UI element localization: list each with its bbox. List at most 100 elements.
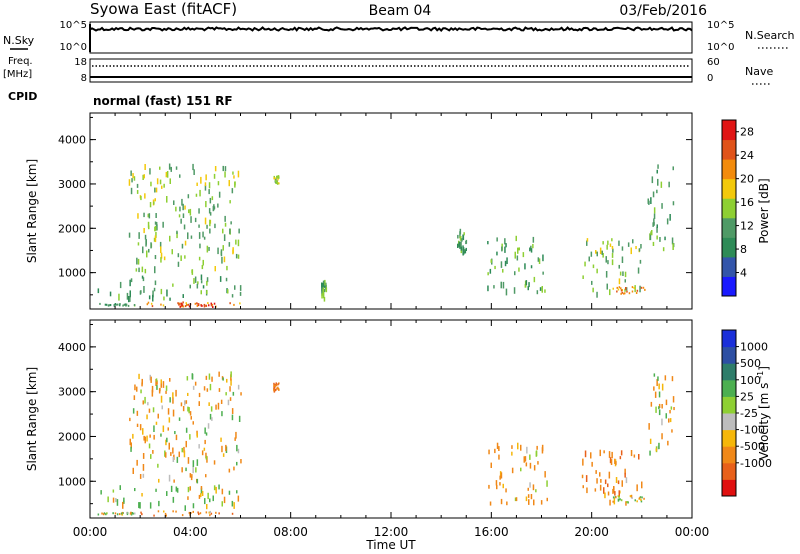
power-cell: [162, 304, 165, 307]
velocity-cell: [168, 417, 171, 423]
power-cell: [669, 214, 671, 221]
power-cell: [160, 246, 162, 253]
velocity-cell: [657, 376, 659, 381]
velocity-cell: [215, 486, 217, 494]
velocity-cell: [641, 496, 643, 499]
power-cell: [184, 205, 186, 210]
power-cell: [323, 288, 326, 293]
velocity-cell: [273, 385, 275, 387]
power-cell: [146, 303, 149, 306]
velocity-cell: [172, 392, 174, 398]
power-cell: [117, 303, 119, 306]
power-cell: [518, 267, 520, 272]
velocity-cell: [488, 484, 490, 489]
velocity-cell: [273, 389, 275, 392]
velocity-cell: [164, 512, 167, 515]
power-cell: [631, 286, 634, 289]
velocity-cell: [144, 436, 146, 444]
power-data-layer: [97, 163, 675, 308]
velocity-colorbar-tick-label: -100: [740, 424, 765, 437]
power-cell: [104, 303, 107, 306]
power-cell: [460, 246, 462, 251]
power-cell: [211, 196, 214, 201]
velocity-cell: [168, 474, 171, 482]
power-cell: [221, 256, 223, 264]
velocity-cell: [237, 495, 240, 502]
velocity-cell: [141, 493, 143, 497]
velocity-cell: [277, 386, 279, 389]
velocity-colorbar-tick-label: -1000: [740, 457, 772, 470]
velocity-cell: [209, 413, 212, 420]
power-cell: [160, 257, 162, 263]
velocity-colorbar-swatch: [722, 346, 736, 364]
velocity-cell: [116, 513, 119, 516]
velocity-cell: [610, 459, 613, 465]
freq-unit-label: [MHz]: [3, 69, 32, 80]
velocity-cell: [163, 510, 165, 513]
power-cell: [202, 259, 204, 266]
velocity-cell: [172, 397, 174, 404]
power-cell: [114, 303, 117, 305]
power-cell: [273, 175, 275, 178]
velocity-cell: [162, 425, 165, 432]
power-cell: [459, 235, 462, 240]
power-cell: [141, 266, 144, 273]
power-cell: [536, 290, 539, 295]
power-cell: [209, 212, 212, 216]
power-cell: [542, 254, 544, 262]
power-cell: [206, 277, 209, 283]
power-cell: [650, 231, 652, 235]
velocity-cell: [629, 495, 632, 498]
power-cell: [462, 245, 464, 251]
power-cell: [501, 246, 503, 252]
velocity-cell: [231, 414, 234, 421]
velocity-cell: [205, 375, 208, 380]
velocity-cell: [162, 381, 165, 388]
nave-tick-low: 0: [707, 73, 713, 84]
power-cell: [672, 243, 674, 250]
power-cell: [180, 304, 182, 307]
power-cell: [138, 232, 140, 239]
velocity-cell: [196, 459, 199, 466]
power-cell: [611, 252, 614, 258]
power-cell: [181, 304, 184, 307]
velocity-cell: [226, 378, 228, 383]
velocity-cell: [129, 438, 131, 446]
velocity-cell: [494, 448, 496, 454]
power-cell: [229, 200, 231, 204]
velocity-cell: [599, 449, 601, 457]
power-cell: [217, 247, 219, 255]
velocity-cell: [134, 384, 136, 391]
velocity-colorbar-swatch: [722, 462, 736, 480]
velocity-cell: [643, 497, 645, 500]
power-cell: [109, 304, 112, 307]
velocity-cell: [590, 452, 592, 459]
power-cell: [460, 241, 462, 247]
velocity-cell: [132, 433, 134, 439]
power-cell: [206, 290, 208, 294]
power-cell: [605, 256, 607, 263]
velocity-cell: [210, 406, 213, 412]
power-cell: [590, 251, 593, 257]
velocity-cell: [533, 499, 535, 506]
power-cell: [210, 302, 212, 305]
power-cell: [154, 255, 157, 260]
power-cell: [532, 244, 534, 249]
velocity-cell: [139, 502, 141, 509]
velocity-cell: [615, 461, 617, 465]
velocity-cell: [611, 451, 613, 459]
velocity-cell: [514, 497, 517, 502]
power-cell: [237, 170, 240, 178]
velocity-cell: [160, 395, 163, 403]
power-cell: [133, 176, 136, 181]
velocity-axes: 1000 2000 3000 4000: [58, 320, 693, 518]
power-cell: [661, 203, 663, 209]
velocity-cell: [665, 399, 668, 406]
velocity-ylabel: Slant Range [km]: [25, 367, 39, 471]
velocity-cell: [112, 497, 115, 503]
velocity-cell: [625, 477, 628, 484]
power-cell: [321, 289, 323, 293]
velocity-cell: [183, 446, 185, 453]
velocity-cell: [150, 376, 152, 383]
power-cell: [194, 276, 197, 283]
